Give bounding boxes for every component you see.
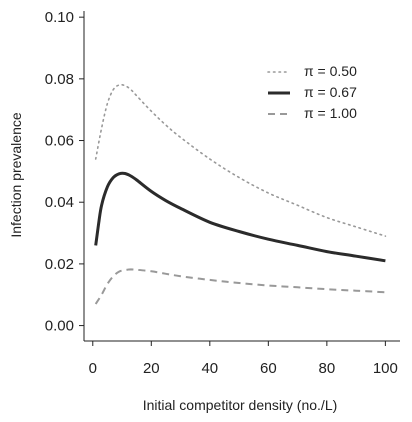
x-axis-ticks: 0 20 40 60 80 100 <box>89 341 398 377</box>
y-tick-label: 0.02 <box>45 256 74 273</box>
y-tick-label: 0.06 <box>45 133 74 150</box>
series-line-3 <box>94 268 386 305</box>
x-tick-label: 80 <box>319 360 336 377</box>
series-lines <box>94 83 387 305</box>
legend-label: π = 1.00 <box>304 105 357 121</box>
y-tick-label: 0.10 <box>45 9 74 26</box>
x-tick-label: 100 <box>373 360 398 377</box>
legend-label: π = 0.67 <box>304 84 357 100</box>
y-axis-title: Infection prevalence <box>8 112 24 238</box>
y-axis-ticks: 0.00 0.02 0.04 0.06 0.08 0.10 <box>45 9 84 335</box>
legend-item: π = 1.00 <box>268 105 357 121</box>
legend-label: π = 0.50 <box>304 63 357 79</box>
legend: π = 0.50 π = 0.67 π = 1.00 <box>267 63 357 121</box>
x-axis-title: Initial competitor density (no./L) <box>143 397 338 413</box>
legend-item: π = 0.50 <box>267 63 357 79</box>
x-tick-label: 60 <box>260 360 277 377</box>
plot-area <box>83 11 400 342</box>
series-line-2 <box>94 171 386 263</box>
x-tick-label: 0 <box>89 360 97 377</box>
y-tick-label: 0.08 <box>45 71 74 88</box>
series-line-1 <box>94 83 387 237</box>
y-tick-label: 0.00 <box>45 318 74 335</box>
x-tick-label: 40 <box>201 360 218 377</box>
y-tick-label: 0.04 <box>45 194 74 211</box>
x-tick-label: 20 <box>143 360 160 377</box>
legend-item: π = 0.67 <box>268 84 357 100</box>
